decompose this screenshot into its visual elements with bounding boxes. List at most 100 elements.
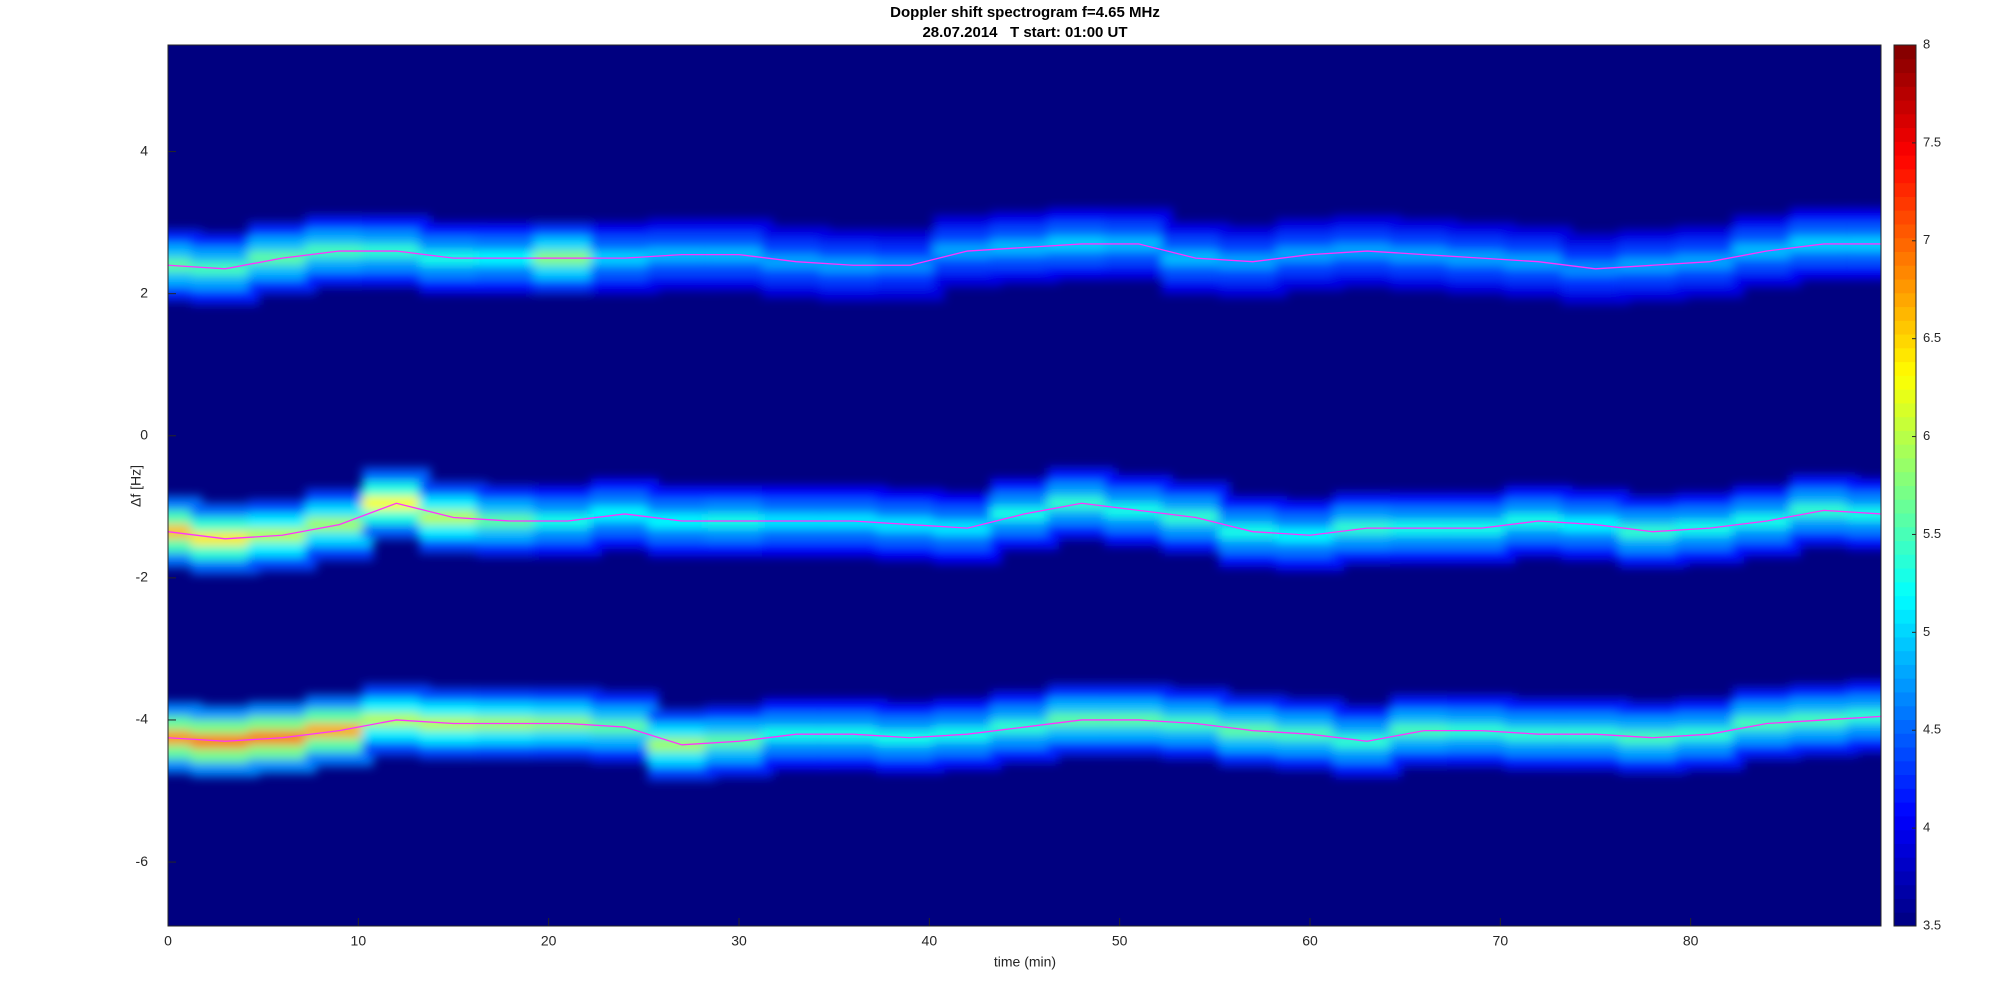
colorbar-step — [1894, 141, 1916, 156]
colorbar-step — [1894, 485, 1916, 500]
spectrum — [168, 208, 1881, 781]
colorbar-tick-label: 6 — [1923, 428, 1930, 443]
colorbar-step — [1894, 347, 1916, 363]
tracked-line — [168, 243, 1881, 270]
colorbar-step — [1894, 568, 1916, 583]
colorbar-step — [1894, 127, 1916, 142]
x-tick-label: 80 — [1683, 933, 1699, 949]
colorbar-step — [1894, 705, 1916, 721]
colorbar-step — [1894, 526, 1916, 542]
tracked-line — [168, 502, 1881, 540]
colorbar-step — [1894, 664, 1916, 679]
colorbar-step — [1894, 636, 1916, 652]
colorbar-step — [1894, 747, 1916, 762]
colorbar-tick-label: 6.5 — [1923, 330, 1941, 345]
colorbar-step — [1894, 554, 1916, 569]
colorbar-step — [1894, 912, 1916, 927]
y-tick-label: 4 — [140, 142, 148, 158]
colorbar-step — [1894, 155, 1916, 170]
x-tick-label: 60 — [1302, 933, 1318, 949]
colorbar-tick-label: 3.5 — [1923, 917, 1941, 932]
x-tick-label: 20 — [541, 933, 557, 949]
colorbar-step — [1894, 334, 1916, 349]
y-tick-label: 2 — [140, 284, 148, 300]
colorbar-step — [1894, 788, 1916, 803]
spectral-band — [1846, 709, 1881, 724]
colorbar-step — [1894, 857, 1916, 872]
colorbar-step — [1894, 719, 1916, 734]
x-tick-label: 10 — [351, 933, 367, 949]
colorbar-tick-label: 7.5 — [1923, 134, 1941, 149]
y-tick-label: -4 — [136, 711, 149, 727]
colorbar-step — [1894, 678, 1916, 693]
y-axis-label: Δf [Hz] — [128, 465, 144, 507]
x-tick-label: 30 — [731, 933, 747, 949]
colorbar-step — [1894, 251, 1916, 266]
colorbar-step — [1894, 402, 1916, 418]
colorbar-step — [1894, 870, 1916, 886]
chart-title: Doppler shift spectrogram f=4.65 MHz — [890, 4, 1160, 21]
colorbar-step — [1894, 265, 1916, 280]
spectral-band — [1846, 506, 1881, 522]
colorbar-step — [1894, 595, 1916, 610]
colorbar-step — [1894, 45, 1916, 60]
colorbar-step — [1894, 540, 1916, 555]
colorbar-step — [1894, 733, 1916, 748]
colorbar-step — [1894, 292, 1916, 308]
colorbar-step — [1894, 389, 1916, 404]
colorbar-step — [1894, 72, 1916, 87]
colorbar-step — [1894, 279, 1916, 294]
colorbar-step — [1894, 58, 1916, 74]
x-axis-label: time (min) — [994, 954, 1056, 970]
colorbar-step — [1894, 237, 1916, 252]
colorbar-step — [1894, 898, 1916, 913]
colorbar-step — [1894, 499, 1916, 514]
colorbar-step — [1894, 320, 1916, 335]
colorbar-step — [1894, 168, 1916, 184]
colorbar-tick-label: 4 — [1923, 820, 1930, 835]
colorbar-step — [1894, 760, 1916, 776]
colorbar-step — [1894, 829, 1916, 844]
colorbar-step — [1894, 884, 1916, 899]
colorbar-step — [1894, 430, 1916, 445]
colorbar-step — [1894, 196, 1916, 211]
colorbar-step — [1894, 223, 1916, 239]
axes-box — [167, 44, 1882, 927]
colorbar-step — [1894, 815, 1916, 831]
x-tick-label: 70 — [1493, 933, 1509, 949]
y-tick-label: -2 — [136, 569, 149, 585]
colorbar-step — [1894, 182, 1916, 197]
x-tick-label: 50 — [1112, 933, 1128, 949]
colorbar-tick-label: 8 — [1923, 36, 1930, 51]
chart-subtitle: 28.07.2014 T start: 01:00 UT — [922, 24, 1127, 41]
colorbar-tick-label: 4.5 — [1923, 722, 1941, 737]
colorbar-step — [1894, 113, 1916, 129]
tracked-line — [168, 715, 1881, 746]
colorbar-step — [1894, 306, 1916, 321]
colorbar-tick-label: 5.5 — [1923, 526, 1941, 541]
colorbar-tick-label: 5 — [1923, 624, 1930, 639]
colorbar-step — [1894, 691, 1916, 707]
colorbar-step — [1894, 623, 1916, 638]
colorbar-step — [1894, 457, 1916, 473]
y-tick-label: 0 — [140, 426, 148, 442]
colorbar-step — [1894, 100, 1916, 115]
colorbar-step — [1894, 774, 1916, 789]
x-tick-label: 0 — [164, 933, 172, 949]
colorbar-step — [1894, 581, 1916, 597]
colorbar-step — [1894, 650, 1916, 665]
colorbar-step — [1894, 416, 1916, 431]
y-tick-label: -6 — [136, 853, 149, 869]
colorbar-tick-label: 7 — [1923, 232, 1930, 247]
x-tick-label: 40 — [922, 933, 938, 949]
colorbar-step — [1894, 210, 1916, 225]
colorbar-step — [1894, 361, 1916, 376]
colorbar-step — [1894, 843, 1916, 858]
colorbar-step — [1894, 802, 1916, 817]
colorbar-step — [1894, 513, 1916, 528]
colorbar-box — [1893, 44, 1917, 927]
colorbar-step — [1894, 471, 1916, 486]
colorbar-step — [1894, 375, 1916, 390]
